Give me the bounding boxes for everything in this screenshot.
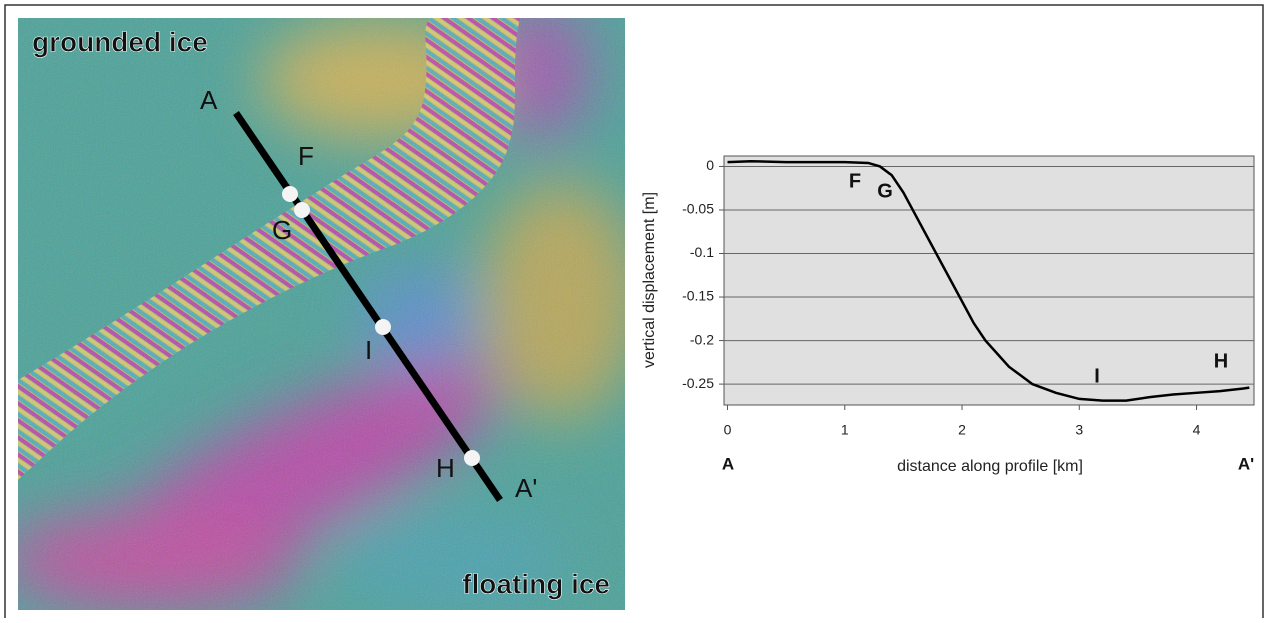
- y-tick-label: 0: [706, 157, 714, 173]
- profile-line: [233, 111, 503, 502]
- profile-start-label: A: [200, 85, 218, 115]
- y-axis-title: vertical displacement [m]: [641, 192, 658, 368]
- point-marker: [294, 202, 310, 218]
- point-marker: [464, 450, 480, 466]
- interferogram: grounded ice floating ice A A' F G I H: [18, 18, 625, 610]
- point-annotation: F: [849, 170, 861, 192]
- point-label: H: [436, 453, 455, 483]
- x-tick-label: 1: [841, 422, 849, 438]
- y-tick-label: -0.25: [682, 375, 714, 391]
- point-label: F: [298, 141, 314, 171]
- region-label: floating ice: [462, 568, 610, 599]
- x-end-label: A': [1238, 454, 1254, 473]
- frame: [4, 4, 1264, 623]
- point-marker: [375, 319, 391, 335]
- x-tick-label: 0: [724, 422, 732, 438]
- point-label: I: [365, 335, 372, 365]
- profile-chart: distance along profile [km] vertical dis…: [641, 155, 1255, 475]
- point-marker: [282, 186, 298, 202]
- point-annotation: H: [1214, 350, 1228, 372]
- point-annotation: G: [877, 180, 893, 202]
- x-tick-label: 3: [1075, 422, 1083, 438]
- point-label: G: [272, 215, 292, 245]
- region-label: grounded ice: [32, 26, 208, 57]
- x-tick-label: 2: [958, 422, 966, 438]
- y-tick-label: -0.1: [690, 244, 714, 260]
- y-tick-label: -0.2: [690, 331, 714, 347]
- profile-end-label: A': [515, 473, 537, 503]
- profile-line: [727, 159, 1250, 402]
- y-tick-label: -0.15: [682, 288, 714, 304]
- x-axis-title: distance along profile [km]: [897, 458, 1083, 475]
- x-tick-label: 4: [1193, 422, 1201, 438]
- y-tick-label: -0.05: [682, 201, 714, 217]
- x-start-label: A: [722, 454, 734, 473]
- point-annotation: I: [1094, 365, 1100, 387]
- plot-area: [723, 155, 1255, 406]
